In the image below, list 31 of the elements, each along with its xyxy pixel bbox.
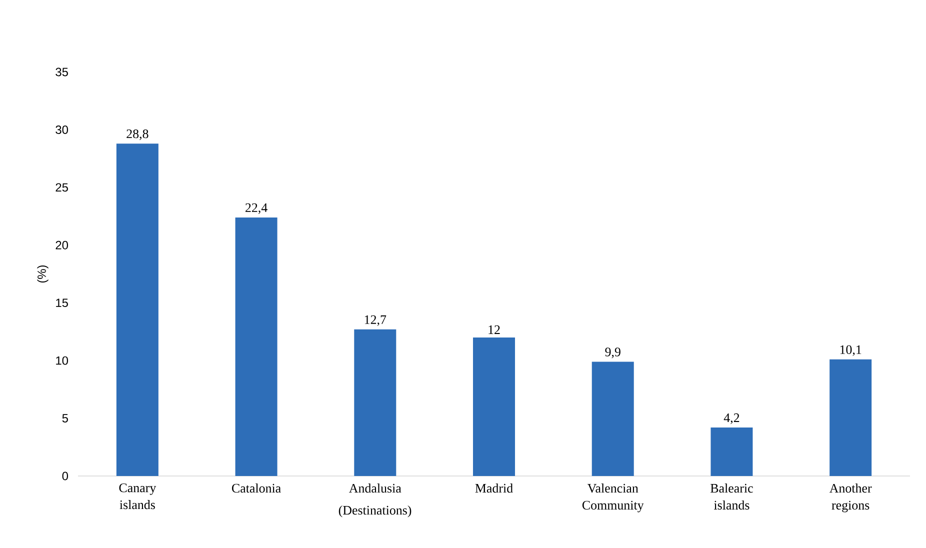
bar bbox=[354, 329, 396, 476]
x-tick-label: Valencian Community bbox=[582, 484, 644, 512]
bar bbox=[116, 144, 158, 476]
bar bbox=[592, 362, 634, 476]
y-tick-label: 15 bbox=[56, 298, 68, 308]
y-tick-label: 5 bbox=[62, 414, 68, 422]
y-tick-label: 35 bbox=[56, 68, 68, 76]
x-tick-label: Catalonia bbox=[232, 484, 281, 493]
y-tick-label: 0 bbox=[62, 472, 68, 480]
y-tick-label: 25 bbox=[56, 183, 68, 192]
x-tick-label: Balearic islands bbox=[710, 484, 753, 510]
data-label: 4,2 bbox=[724, 413, 740, 424]
x-tick-label: Canary islands bbox=[119, 484, 156, 510]
x-tick-label: Another regions bbox=[829, 484, 872, 512]
data-label: 12 bbox=[488, 325, 500, 334]
data-label: 22,4 bbox=[246, 203, 268, 214]
bar bbox=[830, 359, 872, 476]
y-tick-label: 10 bbox=[56, 356, 68, 365]
bar bbox=[710, 428, 753, 476]
data-label: 9,9 bbox=[605, 348, 620, 358]
x-axis-title: (Destinations) bbox=[338, 506, 412, 518]
data-label: 28,8 bbox=[126, 129, 148, 140]
y-tick-label: 20 bbox=[56, 240, 68, 250]
bar bbox=[235, 217, 278, 476]
y-tick-label: 30 bbox=[56, 125, 68, 134]
data-label: 12,7 bbox=[364, 315, 386, 326]
x-tick-label: Andalusia bbox=[349, 484, 402, 493]
bar bbox=[473, 337, 516, 476]
x-tick-label: Madrid bbox=[475, 484, 513, 493]
y-axis-title: (%) bbox=[37, 265, 48, 283]
data-label: 10,1 bbox=[840, 345, 862, 356]
